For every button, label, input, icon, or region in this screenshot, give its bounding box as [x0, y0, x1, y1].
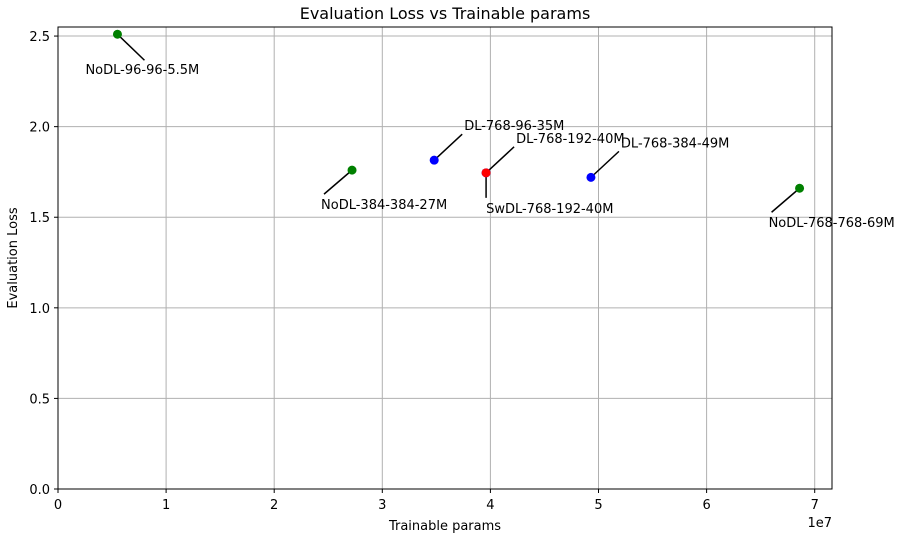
grid	[57, 27, 832, 490]
y-tick-label: 0.0	[29, 483, 50, 498]
data-point	[586, 172, 596, 182]
x-axis-label: Trainable params	[388, 519, 501, 534]
plot-area-frame	[57, 26, 833, 490]
annotation-leader-line	[116, 33, 145, 61]
x-tick-label: 3	[378, 498, 386, 513]
point-annotation: NoDL-768-768-69M	[769, 216, 895, 231]
chart-title: Evaluation Loss vs Trainable params	[300, 4, 591, 23]
point-annotation: DL-768-192-40M	[516, 132, 624, 147]
x-tick-label: 0	[54, 498, 62, 513]
y-tick-label: 0.5	[29, 392, 50, 407]
data-point	[481, 168, 491, 178]
data-point	[112, 29, 122, 39]
annotation-leaders	[116, 33, 801, 213]
x-tick-label: 2	[270, 498, 278, 513]
data-point	[795, 183, 805, 193]
x-tick-label: 1	[162, 498, 170, 513]
point-annotation: DL-768-384-49M	[621, 136, 729, 151]
annotation-leader-line	[485, 146, 515, 174]
annotation-leader-line	[323, 169, 353, 195]
annotations: NoDL-96-96-5.5M NoDL-384-384-27M DL-768-96…	[85, 63, 894, 231]
data-point	[429, 155, 439, 165]
x-tick-label: 6	[702, 498, 710, 513]
y-axis-label: Evaluation Loss	[6, 207, 21, 308]
point-annotation: NoDL-384-384-27M	[321, 198, 447, 213]
point-annotation: SwDL-768-192-40M	[486, 202, 613, 217]
x-tick-label: 4	[486, 498, 494, 513]
y-tick-label: 1.5	[29, 211, 50, 226]
data-point	[347, 165, 357, 175]
annotation-leader-line	[590, 150, 620, 178]
axis-ticks: 0 1 2 3 4 5 6 7 0.0 0.5 1.0 1.5 2.0 2.5	[29, 30, 819, 513]
point-annotation: DL-768-96-35M	[464, 119, 564, 134]
point-annotation: NoDL-96-96-5.5M	[85, 63, 199, 78]
y-tick-label: 2.0	[29, 121, 50, 136]
x-tick-label: 5	[594, 498, 602, 513]
annotation-leader-line	[433, 133, 463, 161]
x-tick-label: 7	[811, 498, 819, 513]
y-tick-label: 2.5	[29, 30, 50, 45]
y-tick-label: 1.0	[29, 302, 50, 317]
x-axis-offset-label: 1e7	[807, 516, 832, 531]
annotation-leader-line	[771, 187, 801, 213]
data-points	[112, 29, 805, 193]
